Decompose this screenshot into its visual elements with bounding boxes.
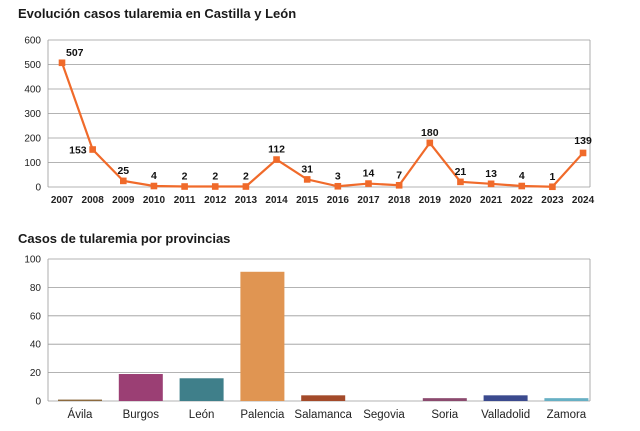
bar-y-tick-label: 60 — [30, 311, 42, 322]
line-point — [334, 182, 342, 190]
line-data-label: 14 — [363, 168, 375, 180]
bar-y-tick-label: 0 — [35, 397, 41, 408]
line-data-label: 4 — [519, 170, 525, 182]
line-x-tick-label: 2012 — [204, 195, 227, 206]
line-data-label: 507 — [66, 47, 84, 59]
line-point — [303, 176, 311, 183]
line-point — [181, 183, 188, 190]
bar-x-tick-label: Soria — [431, 409, 458, 421]
bar — [118, 374, 163, 401]
line-point — [365, 180, 372, 187]
line-x-tick-label: 2011 — [174, 195, 196, 206]
line-point — [150, 182, 158, 190]
line-data-label: 25 — [117, 165, 129, 177]
line-chart: 0 100 200 300 400 500 600 2007 2008 2009 2010 2011 2… — [24, 36, 594, 207]
bar-y-tick-label: 20 — [30, 368, 42, 379]
line-data-label: 3 — [335, 170, 341, 182]
bar-x-tick-label: Valladolid — [481, 409, 530, 421]
bar-y-tick-label: 40 — [30, 340, 42, 351]
line-point — [549, 183, 556, 191]
line-data-label: 180 — [421, 127, 439, 139]
line-data-label: 139 — [574, 135, 592, 147]
line-x-tick-label: 2023 — [541, 195, 564, 206]
line-data-label: 153 — [69, 145, 87, 157]
line-x-tick-label: 2016 — [327, 195, 350, 206]
line-data-label: 112 — [268, 144, 285, 156]
line-x-tick-label: 2013 — [235, 195, 258, 206]
bar-x-tick-label: Ávila — [68, 408, 94, 421]
line-series — [60, 62, 584, 188]
line-data-label: 7 — [396, 169, 402, 181]
line-x-tick-label: 2021 — [480, 195, 503, 206]
line-x-tick-label: 2008 — [82, 195, 105, 206]
bar — [362, 400, 406, 401]
line-x-tick-label: 2024 — [572, 195, 595, 206]
line-point — [457, 178, 464, 186]
bar — [240, 271, 285, 401]
line-point — [273, 156, 280, 163]
line-x-tick-label: 2007 — [51, 195, 74, 206]
line-x-tick-label: 2010 — [143, 195, 166, 206]
line-y-tick-label: 600 — [24, 36, 41, 47]
bar-x-tick-label: Segovia — [363, 409, 405, 421]
line-data-label: 31 — [301, 163, 313, 175]
line-data-label: 1 — [549, 171, 555, 183]
line-chart-title: Evolución casos tularemia en Castilla y … — [18, 6, 297, 21]
line-data-label: 2 — [182, 171, 188, 183]
line-x-tick-label: 2017 — [357, 195, 380, 206]
bar-chart-title: Casos de tularemia por provincias — [18, 231, 231, 246]
line-point — [120, 177, 127, 185]
line-y-tick-label: 0 — [35, 183, 41, 194]
bar-y-tick-label: 100 — [24, 255, 41, 266]
line-point — [242, 183, 250, 190]
line-data-label: 4 — [151, 170, 157, 182]
bar — [483, 395, 528, 401]
bar-x-tick-label: Palencia — [240, 409, 285, 421]
line-y-tick-label: 200 — [24, 134, 41, 145]
line-y-tick-label: 400 — [24, 85, 41, 96]
line-x-tick-label: 2015 — [296, 195, 319, 206]
bar-x-tick-label: Burgos — [123, 409, 160, 421]
line-y-tick-label: 100 — [24, 158, 41, 169]
line-x-tick-label: 2018 — [388, 195, 411, 206]
bar — [179, 378, 224, 401]
line-data-label: 2 — [212, 171, 218, 183]
line-data-label: 21 — [455, 166, 467, 178]
bar-chart: 0 20 40 60 80 100 Ávila Burgos León Palencia Salam… — [24, 255, 591, 421]
line-x-tick-label: 2009 — [112, 195, 135, 206]
line-point — [395, 181, 403, 189]
line-point — [211, 183, 219, 190]
bar-x-tick-label: Salamanca — [294, 409, 352, 421]
line-point — [579, 149, 587, 157]
bar — [544, 398, 589, 401]
line-data-label: 2 — [243, 171, 249, 183]
line-x-tick-label: 2022 — [511, 195, 534, 206]
line-point — [89, 146, 96, 153]
line-point — [518, 182, 526, 190]
bar — [58, 399, 102, 401]
line-point — [58, 59, 66, 67]
line-x-tick-label: 2019 — [419, 195, 442, 206]
line-x-tick-label: 2020 — [449, 195, 472, 206]
bar-y-tick-label: 80 — [30, 283, 42, 294]
bar — [301, 395, 346, 401]
line-point — [426, 139, 434, 147]
bar — [422, 398, 467, 401]
line-y-tick-label: 300 — [24, 109, 41, 120]
bar-x-tick-label: Zamora — [547, 409, 587, 421]
line-data-label: 13 — [485, 168, 497, 180]
line-y-tick-label: 500 — [24, 60, 41, 71]
line-point — [487, 180, 495, 188]
line-x-tick-label: 2014 — [265, 195, 288, 206]
bar-x-tick-label: León — [189, 409, 215, 421]
